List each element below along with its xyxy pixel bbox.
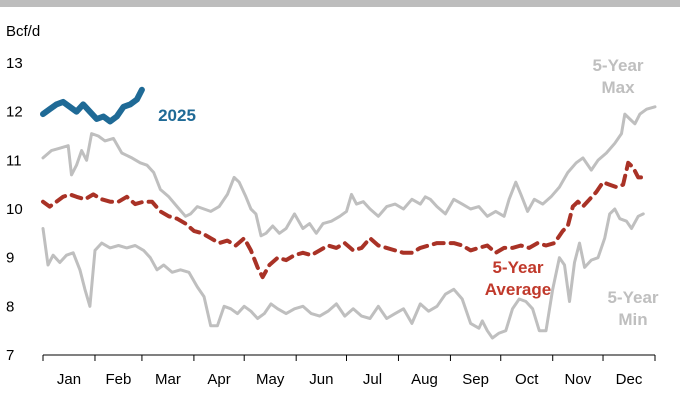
annotation-5-year-max: 5-Year Max (592, 56, 643, 97)
annotations: 2025 5-Year Max 5-Year Average 5-Year Min (158, 56, 659, 329)
x-tick-label-sep: Sep (462, 371, 489, 388)
x-tick-label-aug: Aug (411, 371, 438, 388)
y-tick-label: 7 (6, 347, 14, 364)
x-axis-ticks: Jan Feb Mar Apr May Jun Jul Aug Sep Oct Nov Dec (42, 355, 656, 388)
top-bar (0, 0, 680, 7)
y-tick-label: 8 (6, 298, 14, 315)
x-tick-label-jan: Jan (57, 371, 81, 388)
y-axis-label: Bcf/d (6, 23, 40, 40)
y-tick-label: 12 (6, 104, 23, 121)
y-tick-label: 10 (6, 201, 23, 218)
y-tick-label: 13 (6, 55, 23, 72)
annotation-2025: 2025 (158, 106, 196, 125)
y-tick-label: 9 (6, 250, 14, 267)
annotation-5-year-average: 5-Year Average (485, 258, 551, 299)
x-tick-label-feb: Feb (106, 371, 132, 388)
x-tick-label-apr: Apr (207, 371, 230, 388)
x-tick-label-oct: Oct (515, 371, 539, 388)
x-tick-label-dec: Dec (616, 371, 643, 388)
series-layer (40, 86, 657, 340)
x-tick-label-jul: Jul (363, 371, 382, 388)
series-line-5-year-average (41, 160, 649, 280)
y-axis-ticks: 7 8 9 10 11 12 13 (6, 55, 23, 364)
x-tick-label-nov: Nov (565, 371, 592, 388)
x-tick-label-jun: Jun (309, 371, 333, 388)
y-tick-label: 11 (6, 152, 22, 169)
x-tick-label-may: May (256, 371, 285, 388)
series-line-5-year-min (41, 207, 645, 340)
annotation-5-year-min: 5-Year Min (607, 288, 658, 329)
x-tick-label-mar: Mar (155, 371, 181, 388)
series-line-2025 (40, 86, 145, 125)
series-line-5-year-max (41, 105, 657, 238)
